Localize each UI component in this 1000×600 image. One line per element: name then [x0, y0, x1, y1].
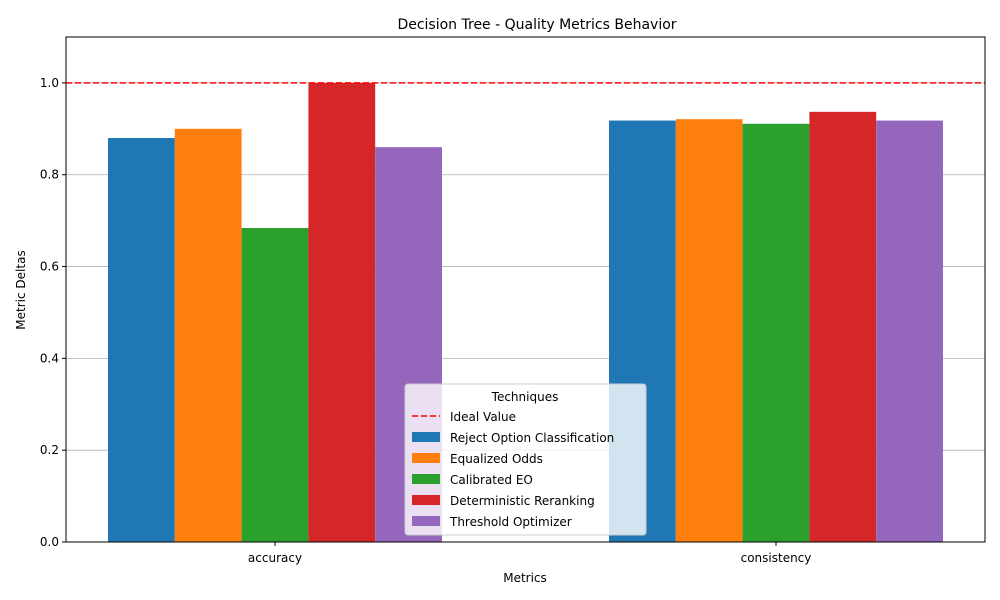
legend-box [404, 383, 647, 536]
legend-title: Techniques [491, 390, 559, 404]
legend-label-0: Reject Option Classification [450, 431, 614, 445]
legend-swatch-1 [412, 453, 440, 463]
y-tick-label: 0.8 [40, 168, 59, 182]
legend-label-4: Threshold Optimizer [449, 515, 572, 529]
bar-consistency-1 [675, 119, 743, 542]
y-axis: 0.0 0.2 0.4 0.6 0.8 1.0 [40, 76, 66, 549]
legend-label-1: Equalized Odds [450, 452, 543, 466]
x-tick-label: consistency [741, 551, 812, 565]
legend-label-ideal: Ideal Value [450, 410, 516, 424]
bar-accuracy-2 [241, 227, 309, 542]
bar-consistency-4 [876, 120, 943, 543]
y-tick-label: 0.4 [40, 351, 59, 365]
legend-swatch-3 [412, 495, 440, 505]
y-tick-label: 1.0 [40, 76, 59, 90]
bar-consistency-2 [742, 123, 810, 542]
y-tick-label: 0.2 [40, 443, 59, 457]
bar-accuracy-3 [308, 82, 376, 542]
y-tick-label: 0.0 [40, 535, 59, 549]
bar-accuracy-1 [174, 128, 242, 542]
legend-label-3: Deterministic Reranking [450, 494, 595, 508]
legend-swatch-0 [412, 432, 440, 442]
legend-swatch-4 [412, 516, 440, 526]
bar-accuracy-0 [108, 138, 175, 542]
chart-title: Decision Tree - Quality Metrics Behavior [397, 17, 676, 33]
legend: Techniques Ideal Value Reject Option Clas… [404, 383, 647, 536]
y-axis-label: Metric Deltas [14, 250, 28, 329]
x-tick-label: accuracy [248, 551, 302, 565]
legend-swatch-2 [412, 474, 440, 484]
x-axis-label: Metrics [503, 571, 547, 585]
bar-consistency-3 [809, 111, 877, 542]
y-tick-label: 0.6 [40, 260, 59, 274]
x-axis: accuracy consistency [248, 542, 811, 565]
legend-label-2: Calibrated EO [450, 473, 533, 487]
plot-frame [65, 36, 986, 543]
